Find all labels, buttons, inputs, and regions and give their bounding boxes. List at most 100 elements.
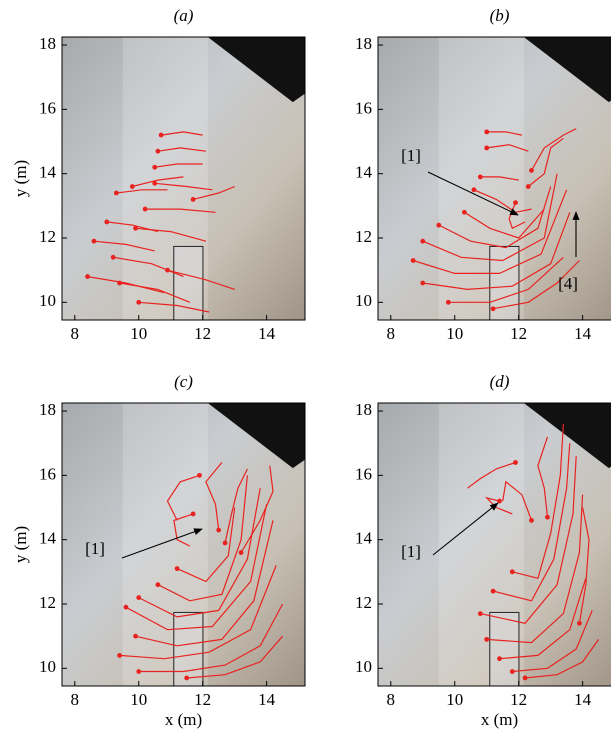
start-point xyxy=(104,219,110,225)
panel: [1] 8 10 12 14 10 12 14 16 18 (d) x (m) xyxy=(355,372,611,729)
start-point xyxy=(174,566,180,572)
x-tick-label: 10 xyxy=(446,690,463,709)
panel-title: (b) xyxy=(490,6,510,25)
start-point xyxy=(85,274,90,279)
trajectory xyxy=(486,131,523,136)
annotation-arrow xyxy=(121,528,203,559)
y-tick-label: 12 xyxy=(355,593,372,612)
start-point xyxy=(513,200,518,206)
start-point xyxy=(497,498,502,504)
x-tick-label: 12 xyxy=(194,690,211,709)
panel-title: (a) xyxy=(174,6,194,25)
x-tick-label: 8 xyxy=(387,324,396,343)
axes-frame xyxy=(377,36,611,321)
trajectory xyxy=(512,423,564,580)
x-axis-label: x (m) xyxy=(165,710,202,729)
y-tick-label: 12 xyxy=(39,227,56,246)
start-point xyxy=(158,132,164,138)
trajectory xyxy=(530,128,577,171)
start-point xyxy=(436,222,442,228)
y-tick-label: 10 xyxy=(39,291,56,310)
x-tick-label: 12 xyxy=(510,690,527,709)
trajectory xyxy=(537,436,549,518)
light-stripe xyxy=(438,403,524,686)
dark-corner xyxy=(523,37,611,103)
start-point xyxy=(155,148,161,154)
y-tick-label: 12 xyxy=(39,593,56,612)
trajectory xyxy=(438,186,552,249)
trajectory xyxy=(166,474,200,521)
start-point xyxy=(117,653,122,658)
y-tick-label: 18 xyxy=(39,34,56,53)
start-point xyxy=(477,174,483,180)
trajectory xyxy=(499,578,587,660)
trajectory xyxy=(205,462,223,531)
trajectory xyxy=(240,465,274,553)
start-point xyxy=(165,267,170,273)
start-point xyxy=(113,190,119,196)
start-point xyxy=(513,460,518,465)
start-point xyxy=(110,254,116,260)
x-tick-label: 8 xyxy=(71,690,80,709)
start-point xyxy=(509,569,515,575)
plot-area xyxy=(62,37,305,320)
y-tick-label: 18 xyxy=(355,34,372,53)
y-tick-label: 10 xyxy=(39,657,56,676)
trajectory xyxy=(176,507,236,583)
trajectory xyxy=(167,269,235,290)
start-point xyxy=(471,187,477,193)
start-point xyxy=(484,145,490,151)
start-point xyxy=(152,180,158,186)
start-point xyxy=(129,184,135,189)
trajectory xyxy=(512,610,593,673)
trajectory xyxy=(422,212,571,291)
axes-frame xyxy=(61,36,306,321)
trajectory xyxy=(192,185,235,200)
trajectory xyxy=(480,176,519,181)
panel: 8 10 12 14 10 12 14 16 18 (a) y (m) xyxy=(11,6,306,343)
dark-corner xyxy=(523,403,611,469)
trajectory xyxy=(480,456,577,624)
plot-area: [1] [4] xyxy=(378,37,611,320)
start-point xyxy=(509,669,515,674)
x-tick-label: 14 xyxy=(258,324,276,343)
trajectory xyxy=(463,208,545,239)
start-point xyxy=(123,604,129,610)
y-axis-label: y (m) xyxy=(11,526,30,563)
x-tick-label: 8 xyxy=(71,324,80,343)
x-tick-label: 10 xyxy=(130,324,147,343)
x-tick-label: 10 xyxy=(130,690,147,709)
trajectory xyxy=(119,282,191,303)
start-point xyxy=(497,656,502,662)
annotation-label: [4] xyxy=(558,274,578,293)
axes-frame xyxy=(61,402,306,687)
trajectory xyxy=(135,520,274,647)
trajectory xyxy=(486,494,584,644)
x-axis-label: x (m) xyxy=(481,710,518,729)
start-point xyxy=(529,517,534,523)
obstacle-box xyxy=(173,245,204,320)
trajectory xyxy=(135,227,207,242)
start-point xyxy=(136,669,142,674)
start-point xyxy=(490,588,496,594)
trajectory xyxy=(502,480,533,521)
start-point xyxy=(522,675,528,681)
trajectory xyxy=(138,301,210,313)
panel: [1] [4] 8 10 12 14 10 12 14 16 18 (b) xyxy=(355,6,611,343)
x-tick-label: 14 xyxy=(574,690,592,709)
axes-frame xyxy=(377,402,611,687)
start-point xyxy=(133,225,138,231)
start-point xyxy=(477,611,483,617)
start-point xyxy=(410,258,416,263)
trajectory xyxy=(154,182,213,191)
background-photo xyxy=(378,403,611,686)
x-tick-label: 14 xyxy=(574,324,592,343)
annotation-label: [1] xyxy=(401,146,421,165)
trajectory xyxy=(161,131,203,136)
y-axis-label: y (m) xyxy=(11,160,30,197)
start-point xyxy=(484,636,490,642)
y-tick-label: 18 xyxy=(355,400,372,419)
x-tick-label: 8 xyxy=(387,690,396,709)
trajectory xyxy=(132,176,184,188)
y-tick-label: 18 xyxy=(39,400,56,419)
